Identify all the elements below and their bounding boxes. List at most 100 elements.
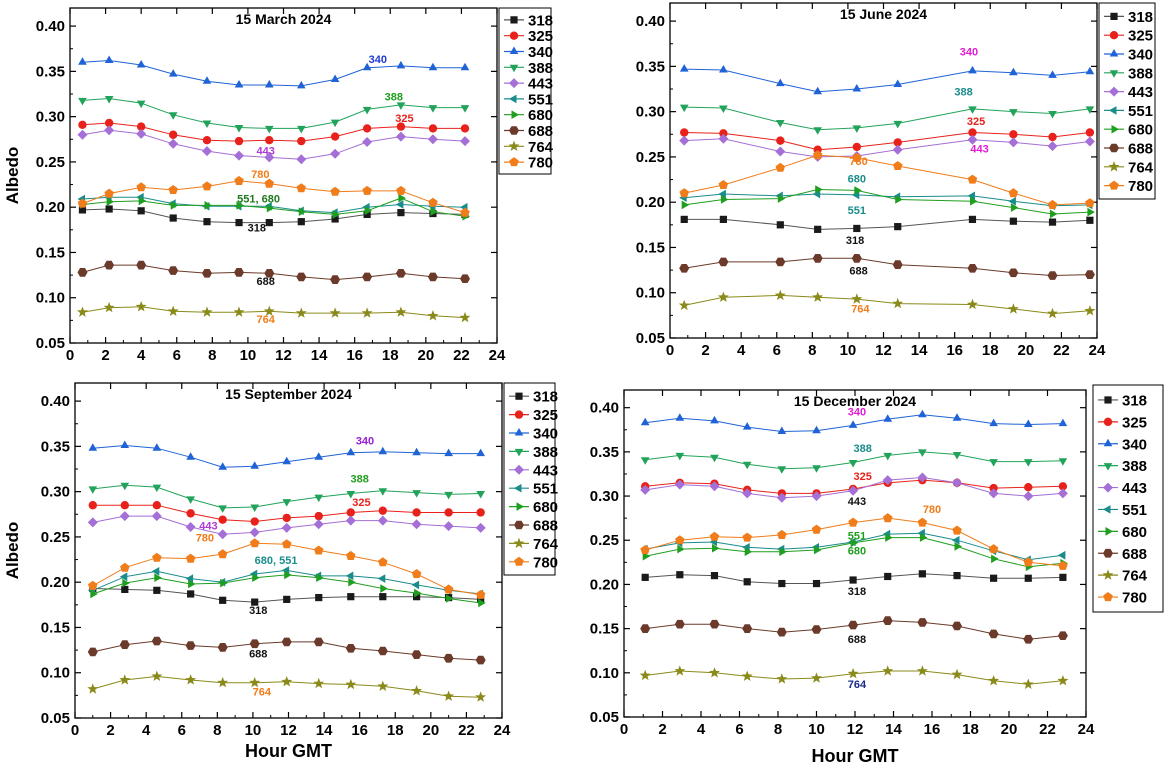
legend-label: 680 <box>528 107 553 124</box>
data-point-388 <box>460 105 470 113</box>
data-point-680 <box>414 588 422 598</box>
data-point-780 <box>346 550 356 560</box>
y-tick-label: 0.40 <box>41 393 70 410</box>
data-point-443 <box>411 519 422 530</box>
legend-item-443: 443 <box>1098 480 1147 497</box>
legend-label: 764 <box>528 139 554 156</box>
chart-title: 15 March 2024 <box>236 11 332 27</box>
series-680 <box>642 533 1068 572</box>
y-tick-label: 0.30 <box>590 488 619 505</box>
data-point-443 <box>1047 141 1058 152</box>
legend-item-388: 388 <box>1104 65 1153 82</box>
data-point-688 <box>917 618 928 627</box>
y-tick-label: 0.10 <box>36 290 65 307</box>
legend-marker <box>1103 438 1113 447</box>
y-tick-label: 0.20 <box>590 576 619 593</box>
data-point-764 <box>774 289 786 301</box>
data-point-443 <box>775 146 786 157</box>
data-point-443 <box>168 138 179 149</box>
y-tick-label: 0.15 <box>36 244 65 261</box>
data-point-780 <box>848 517 858 527</box>
data-point-680 <box>850 538 859 548</box>
series-318 <box>680 215 1094 233</box>
data-point-780 <box>152 552 162 562</box>
data-point-764 <box>475 691 487 702</box>
legend-label: 780 <box>1128 178 1153 195</box>
data-point-443 <box>1084 136 1095 147</box>
data-point-388 <box>777 466 787 474</box>
x-tick-label: 14 <box>885 721 902 738</box>
data-point-680 <box>236 201 244 210</box>
data-point-688 <box>443 653 454 663</box>
series-680 <box>681 185 1095 219</box>
x-tick-label: 24 <box>489 347 506 364</box>
data-point-388 <box>378 488 388 496</box>
y-tick-label: 0.05 <box>636 330 665 347</box>
data-point-388 <box>186 496 195 504</box>
data-point-340 <box>362 62 372 71</box>
data-point-325 <box>476 508 485 517</box>
data-point-551 <box>718 189 726 199</box>
legend-label: 551 <box>528 91 553 108</box>
data-point-443 <box>202 146 212 157</box>
data-point-780 <box>988 544 999 554</box>
series-annotation: 340 <box>848 407 866 419</box>
legend-marker <box>1109 180 1119 190</box>
data-point-318 <box>743 578 751 586</box>
data-point-325 <box>989 483 998 493</box>
data-point-325 <box>136 122 146 131</box>
legend-label: 443 <box>1122 480 1147 497</box>
data-point-340 <box>848 420 858 428</box>
data-point-340 <box>883 414 893 422</box>
data-point-780 <box>378 557 388 567</box>
series-annotation: 340 <box>356 436 374 448</box>
data-point-688 <box>1023 634 1034 644</box>
data-point-551 <box>1008 197 1016 206</box>
data-point-443 <box>119 511 130 522</box>
data-point-325 <box>104 118 114 128</box>
data-point-340 <box>777 426 787 434</box>
legend-marker <box>509 94 517 104</box>
legend-item-443: 443 <box>1104 84 1153 101</box>
legend-item-340: 340 <box>504 44 553 61</box>
data-point-680 <box>970 197 978 206</box>
x-tick-label: 8 <box>808 342 816 359</box>
data-point-388 <box>168 112 178 120</box>
legend-marker <box>508 140 520 151</box>
data-point-388 <box>476 491 485 499</box>
legend-marker <box>514 556 524 566</box>
data-point-340 <box>297 80 306 89</box>
chart-title: 15 December 2024 <box>794 393 916 409</box>
data-point-688 <box>411 650 422 659</box>
data-point-764 <box>281 676 293 687</box>
data-point-388 <box>314 494 324 503</box>
x-tick-label: 2 <box>701 342 709 359</box>
data-point-388 <box>152 484 162 493</box>
data-point-325 <box>719 129 728 138</box>
series-annotation: 388 <box>954 86 972 98</box>
legend-marker <box>1109 106 1117 115</box>
data-point-688 <box>1084 270 1095 279</box>
data-point-318 <box>203 218 211 226</box>
data-point-340 <box>330 74 340 82</box>
x-tick-label: 2 <box>658 721 666 738</box>
legend-label: 443 <box>528 76 553 93</box>
data-point-688 <box>151 636 162 646</box>
legend-marker <box>509 46 519 54</box>
data-point-764 <box>1084 305 1096 316</box>
data-point-318 <box>187 590 195 598</box>
data-point-680 <box>106 197 115 207</box>
legend-marker <box>1102 569 1114 580</box>
data-point-688 <box>1047 271 1058 280</box>
data-point-388 <box>346 491 356 499</box>
x-tick-label: 6 <box>173 347 181 364</box>
data-point-688 <box>427 272 438 282</box>
data-point-680 <box>779 547 787 557</box>
data-point-764 <box>135 301 147 312</box>
y-tick-label: 0.35 <box>590 444 619 461</box>
data-point-688 <box>882 616 893 625</box>
y-tick-label: 0.35 <box>636 58 665 75</box>
data-point-340 <box>893 79 903 87</box>
series-388 <box>640 449 1068 474</box>
chart-panel-2: 0 2 4 6 8 10 12 14 16 18 20 22 240.050.100.150.200.2… <box>636 2 1156 359</box>
